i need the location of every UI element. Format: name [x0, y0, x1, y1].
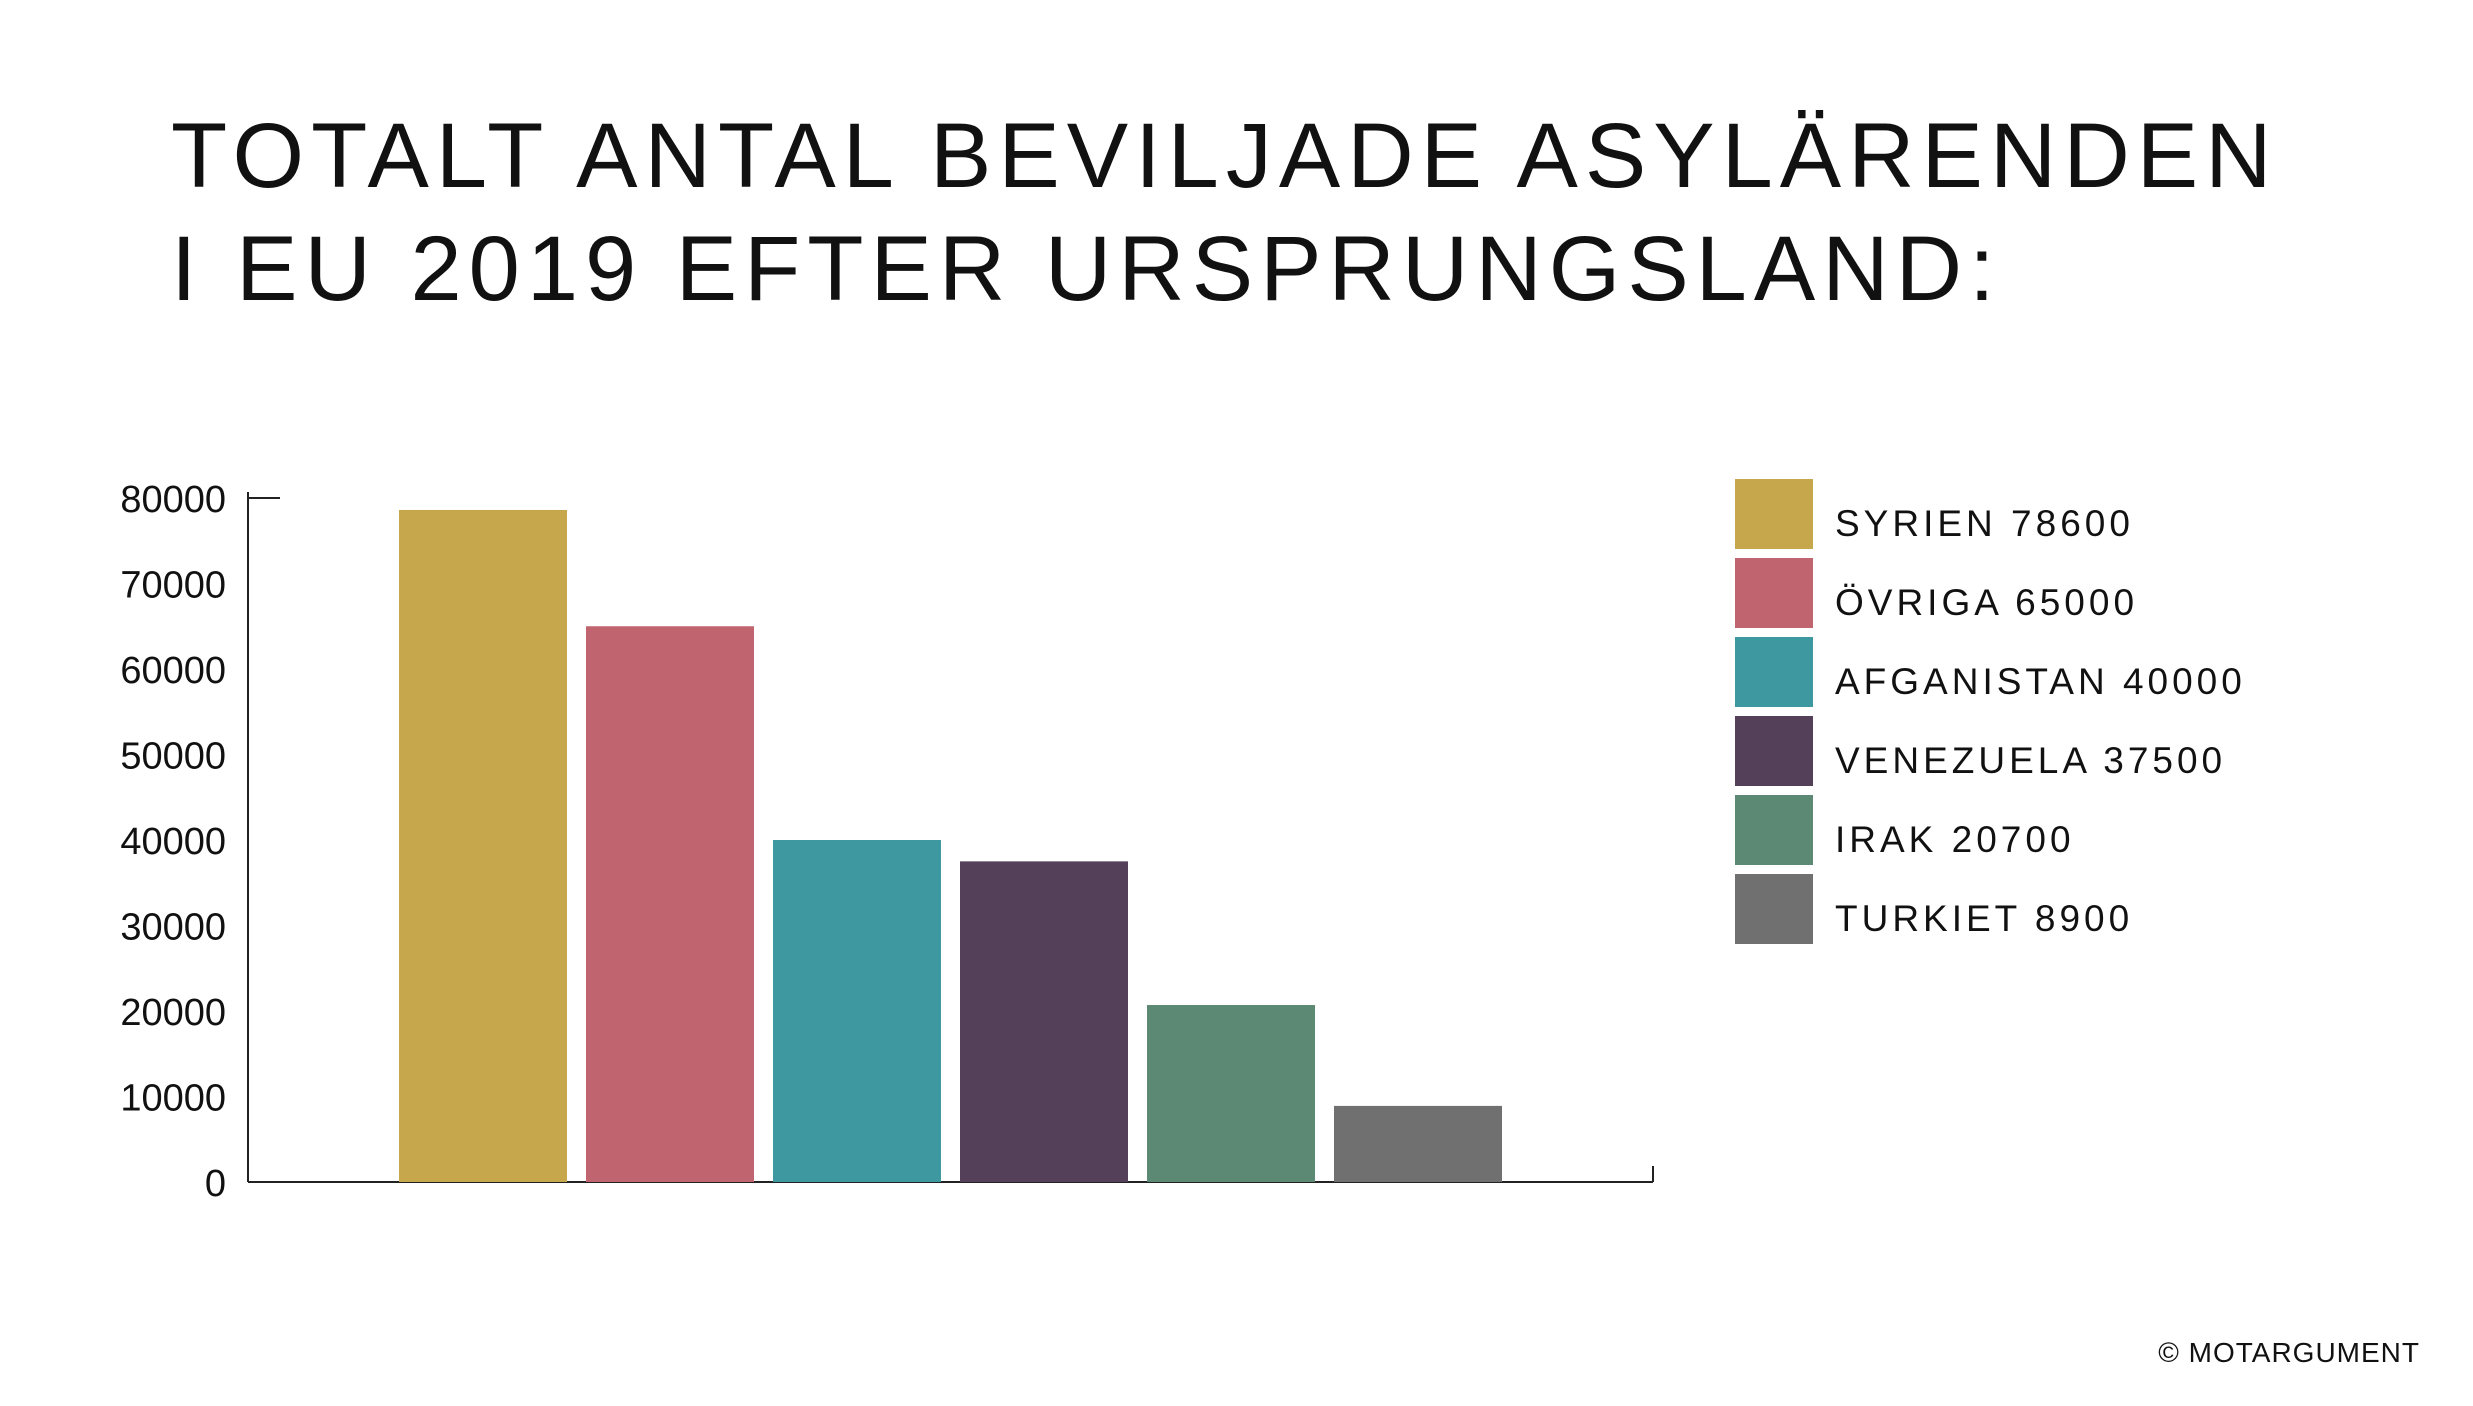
- legend-swatch: [1735, 637, 1813, 707]
- y-tick-label: 50000: [120, 736, 226, 778]
- credit: © MOTARGUMENT: [2158, 1337, 2420, 1368]
- legend-swatch: [1735, 558, 1813, 628]
- bar: [399, 509, 567, 1183]
- bar: [960, 861, 1128, 1182]
- y-tick-label: 40000: [120, 821, 226, 863]
- bar: [773, 840, 941, 1182]
- y-tick-label: 30000: [120, 907, 226, 949]
- chart-title: I EU 2019 EFTER URSPRUNGSLAND:: [171, 218, 2002, 320]
- legend-label: SYRIEN 78600: [1835, 503, 2134, 544]
- legend-swatch: [1735, 795, 1813, 865]
- legend-swatch: [1735, 716, 1813, 786]
- legend-label: AFGANISTAN 40000: [1835, 661, 2246, 702]
- bar: [1334, 1105, 1502, 1182]
- y-tick-label: 0: [205, 1163, 226, 1205]
- y-tick-label: 70000: [120, 565, 226, 607]
- legend-label: ÖVRIGA 65000: [1835, 582, 2138, 623]
- y-tick-label: 60000: [120, 650, 226, 692]
- y-tick-label: 20000: [120, 992, 226, 1034]
- legend-swatch: [1735, 479, 1813, 549]
- chart-title: TOTALT ANTAL BEVILJADE ASYLÄRENDEN: [171, 105, 2279, 207]
- bar: [586, 626, 754, 1182]
- y-tick-label: 80000: [120, 479, 226, 521]
- legend-label: VENEZUELA 37500: [1835, 740, 2226, 781]
- legend-label: IRAK 20700: [1835, 819, 2075, 860]
- bar: [1147, 1005, 1315, 1182]
- y-tick-label: 10000: [120, 1078, 226, 1120]
- legend-swatch: [1735, 874, 1813, 944]
- legend-label: TURKIET 8900: [1835, 898, 2133, 939]
